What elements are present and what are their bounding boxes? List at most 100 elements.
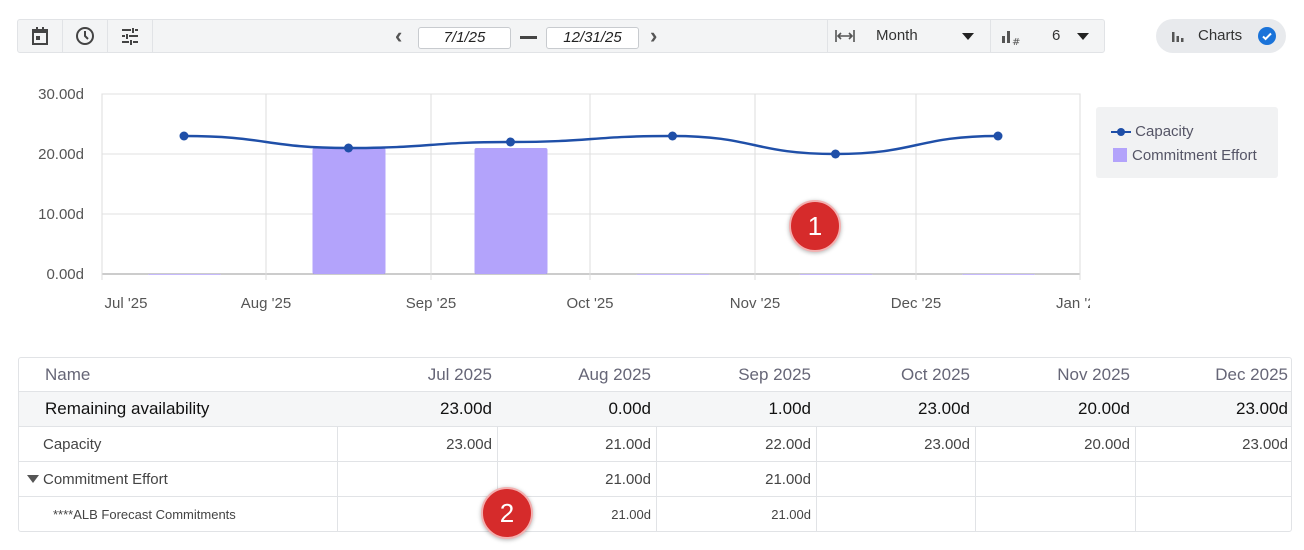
svg-text:#: #: [1012, 37, 1020, 46]
history-button[interactable]: [63, 20, 108, 52]
cell-text: 20.00d: [1084, 435, 1130, 453]
cell-text: 23.00d: [1236, 399, 1288, 418]
legend-item-commitment-effort[interactable]: Commitment Effort: [1113, 147, 1257, 164]
date-range-dash: [520, 36, 537, 39]
y-tick-label: 20.00d: [38, 146, 84, 163]
cell-value: [337, 462, 497, 496]
calendar-button[interactable]: [18, 20, 63, 52]
x-tick-label: Nov '25: [730, 295, 780, 312]
row-name: ****ALB Forecast Commitments: [19, 497, 337, 531]
charts-toggle[interactable]: Charts: [1156, 19, 1286, 53]
row-name: Commitment Effort: [19, 462, 337, 496]
cell-text: 23.00d: [918, 399, 970, 418]
annotation-marker: 2: [481, 487, 533, 539]
line-marker-icon: [1111, 128, 1131, 137]
legend-item-capacity[interactable]: Capacity: [1111, 123, 1194, 140]
cell-value: 20.00d: [975, 392, 1135, 426]
cell-text: 1.00d: [768, 399, 811, 418]
y-tick-label: 10.00d: [38, 206, 84, 223]
cell-text: Oct 2025: [901, 364, 970, 384]
bar-chart-icon: [1172, 32, 1184, 42]
cell-text: 21.00d: [765, 470, 811, 488]
period-select-value: Month: [876, 27, 918, 44]
caret-down-icon[interactable]: [27, 475, 39, 483]
bar-swatch-icon: [1113, 148, 1127, 162]
row-name: Capacity: [19, 427, 337, 461]
x-tick-label: Oct '25: [566, 295, 613, 312]
capacity-point: [993, 131, 1003, 141]
table-row: Capacity 23.00d 21.00d 22.00d 23.00d 20.00d 23…: [19, 427, 1291, 462]
capacity-line: [183, 134, 999, 156]
x-tick-label: Jul '25: [105, 295, 148, 312]
calendar-icon: [32, 27, 48, 45]
cell-text: 20.00d: [1078, 399, 1130, 418]
y-tick-label: 30.00d: [38, 86, 84, 103]
capacity-point: [506, 137, 515, 147]
start-date-input[interactable]: 7/1/25: [418, 27, 511, 49]
column-header: Jul 2025: [337, 358, 497, 391]
cell-value: 23.00d: [1135, 392, 1291, 426]
table-row: Remaining availability 23.00d 0.00d 1.00d 23…: [19, 392, 1291, 427]
capacity-point: [344, 143, 353, 153]
cell-value: [975, 497, 1135, 531]
clock-icon: [76, 27, 94, 45]
cell-value: 21.00d: [497, 427, 656, 461]
cell-text: 21.00d: [771, 506, 811, 522]
x-tick-label: Dec '25: [891, 295, 941, 312]
period-select[interactable]: Month: [827, 20, 990, 52]
cell-value: 23.00d: [337, 427, 497, 461]
cell-text: Aug 2025: [578, 364, 651, 384]
cell-value: [1135, 497, 1291, 531]
cell-text: 23.00d: [924, 435, 970, 453]
column-header: Sep 2025: [656, 358, 816, 391]
cell-value: 22.00d: [656, 427, 816, 461]
count-select-value: 6: [1052, 27, 1061, 44]
table-row: ****ALB Forecast Commitments 21.00d 21.00d: [19, 497, 1291, 531]
bar-commitment-effort: [636, 274, 710, 275]
cell-value: 21.00d: [656, 497, 816, 531]
cell-text: Remaining availability: [45, 399, 210, 418]
x-tick-label: Jan '26: [1056, 295, 1090, 312]
table-header: Name Jul 2025 Aug 2025 Sep 2025 Oct 2025 Nov …: [19, 358, 1291, 392]
cell-text: Commitment Effort: [43, 470, 168, 488]
end-date-input[interactable]: 12/31/25: [546, 27, 639, 49]
cell-value: 23.00d: [1135, 427, 1291, 461]
count-select[interactable]: # 6: [990, 20, 1105, 52]
chevron-down-icon: [1077, 33, 1089, 40]
charts-toggle-label: Charts: [1198, 27, 1243, 44]
cell-text: 22.00d: [765, 435, 811, 453]
cell-value: [816, 497, 975, 531]
bar-commitment-effort: [148, 274, 221, 275]
cell-value: 1.00d: [656, 392, 816, 426]
column-header: Name: [19, 358, 337, 391]
check-circle-icon: [1258, 27, 1276, 45]
x-tick-label: Sep '25: [406, 295, 456, 312]
bar-commitment-effort: [962, 274, 1035, 275]
cell-text: Dec 2025: [1215, 364, 1288, 384]
previous-period-button[interactable]: ‹: [395, 23, 403, 48]
cell-text: 23.00d: [446, 435, 492, 453]
data-table: Name Jul 2025 Aug 2025 Sep 2025 Oct 2025 Nov …: [18, 357, 1292, 532]
cell-text: 21.00d: [605, 435, 651, 453]
table-row: Commitment Effort 21.00d 21.00d: [19, 462, 1291, 497]
capacity-point: [179, 131, 189, 141]
cell-value: [337, 497, 497, 531]
cell-text: 23.00d: [440, 399, 492, 418]
cell-value: 21.00d: [497, 462, 656, 496]
chart-legend: Capacity Commitment Effort: [1096, 107, 1278, 178]
cell-text: Jul 2025: [427, 364, 492, 384]
legend-label: Capacity: [1135, 123, 1194, 140]
sliders-icon: [122, 28, 138, 45]
cell-value: [975, 462, 1135, 496]
bar-commitment-effort: [799, 274, 873, 275]
bar-commitment-effort: [474, 148, 548, 274]
cell-value: 0.00d: [497, 392, 656, 426]
next-period-button[interactable]: ›: [650, 23, 658, 48]
filters-button[interactable]: [108, 20, 153, 52]
legend-label: Commitment Effort: [1132, 147, 1257, 164]
y-tick-label: 0.00d: [46, 266, 84, 283]
annotation-marker: 1: [789, 200, 841, 252]
toolbar: ‹ 7/1/25 12/31/25 › Month # 6: [17, 19, 1105, 53]
cell-value: 23.00d: [337, 392, 497, 426]
cell-text: 21.00d: [611, 506, 651, 522]
